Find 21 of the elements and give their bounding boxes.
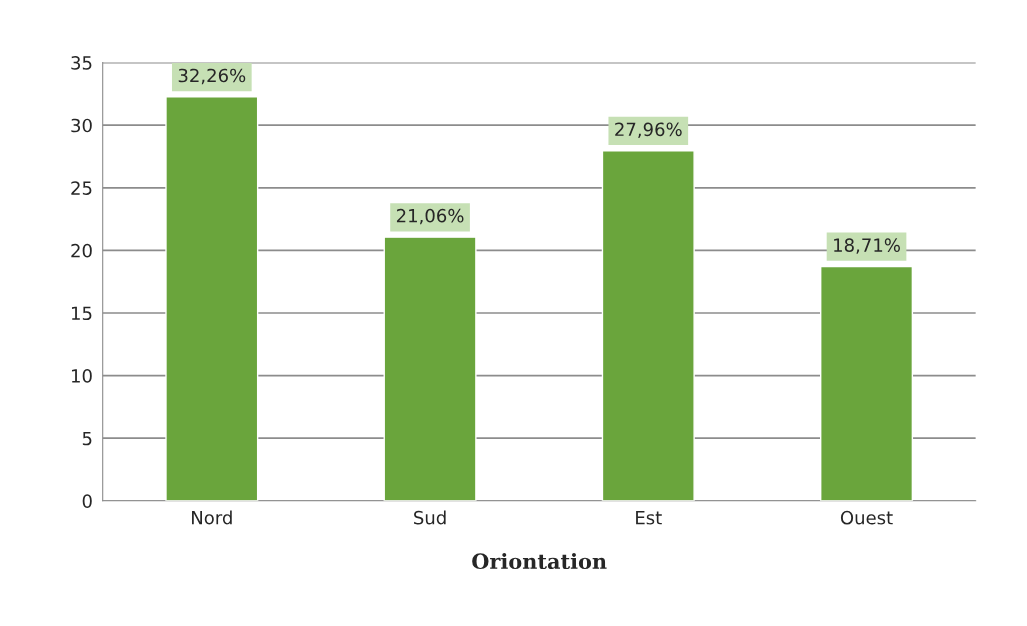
data-label: 21,06% bbox=[396, 208, 464, 225]
bar bbox=[601, 150, 695, 501]
x-tick-label: Sud bbox=[414, 510, 446, 525]
y-tick-label: 5 bbox=[82, 431, 92, 446]
x-tick-label: Est bbox=[636, 511, 662, 525]
x-axis-title: Oriontation bbox=[472, 553, 607, 570]
bar bbox=[383, 236, 477, 501]
data-label: 32,26% bbox=[178, 68, 246, 85]
y-tick-label: 25 bbox=[71, 181, 92, 195]
y-tick-label: 10 bbox=[71, 369, 92, 383]
y-tick-label: 15 bbox=[71, 306, 92, 321]
y-tick-label: 35 bbox=[71, 56, 92, 70]
y-tick-label: 0 bbox=[82, 494, 92, 508]
bar bbox=[165, 96, 259, 501]
data-label: 18,71% bbox=[834, 238, 900, 254]
y-tick-label: 30 bbox=[71, 118, 92, 133]
x-tick-label: Ouest bbox=[840, 510, 893, 525]
data-label: 27,96% bbox=[615, 122, 682, 138]
bar bbox=[820, 265, 914, 501]
x-tick-label: Nord bbox=[192, 510, 232, 525]
y-tick-label: 20 bbox=[71, 243, 92, 258]
